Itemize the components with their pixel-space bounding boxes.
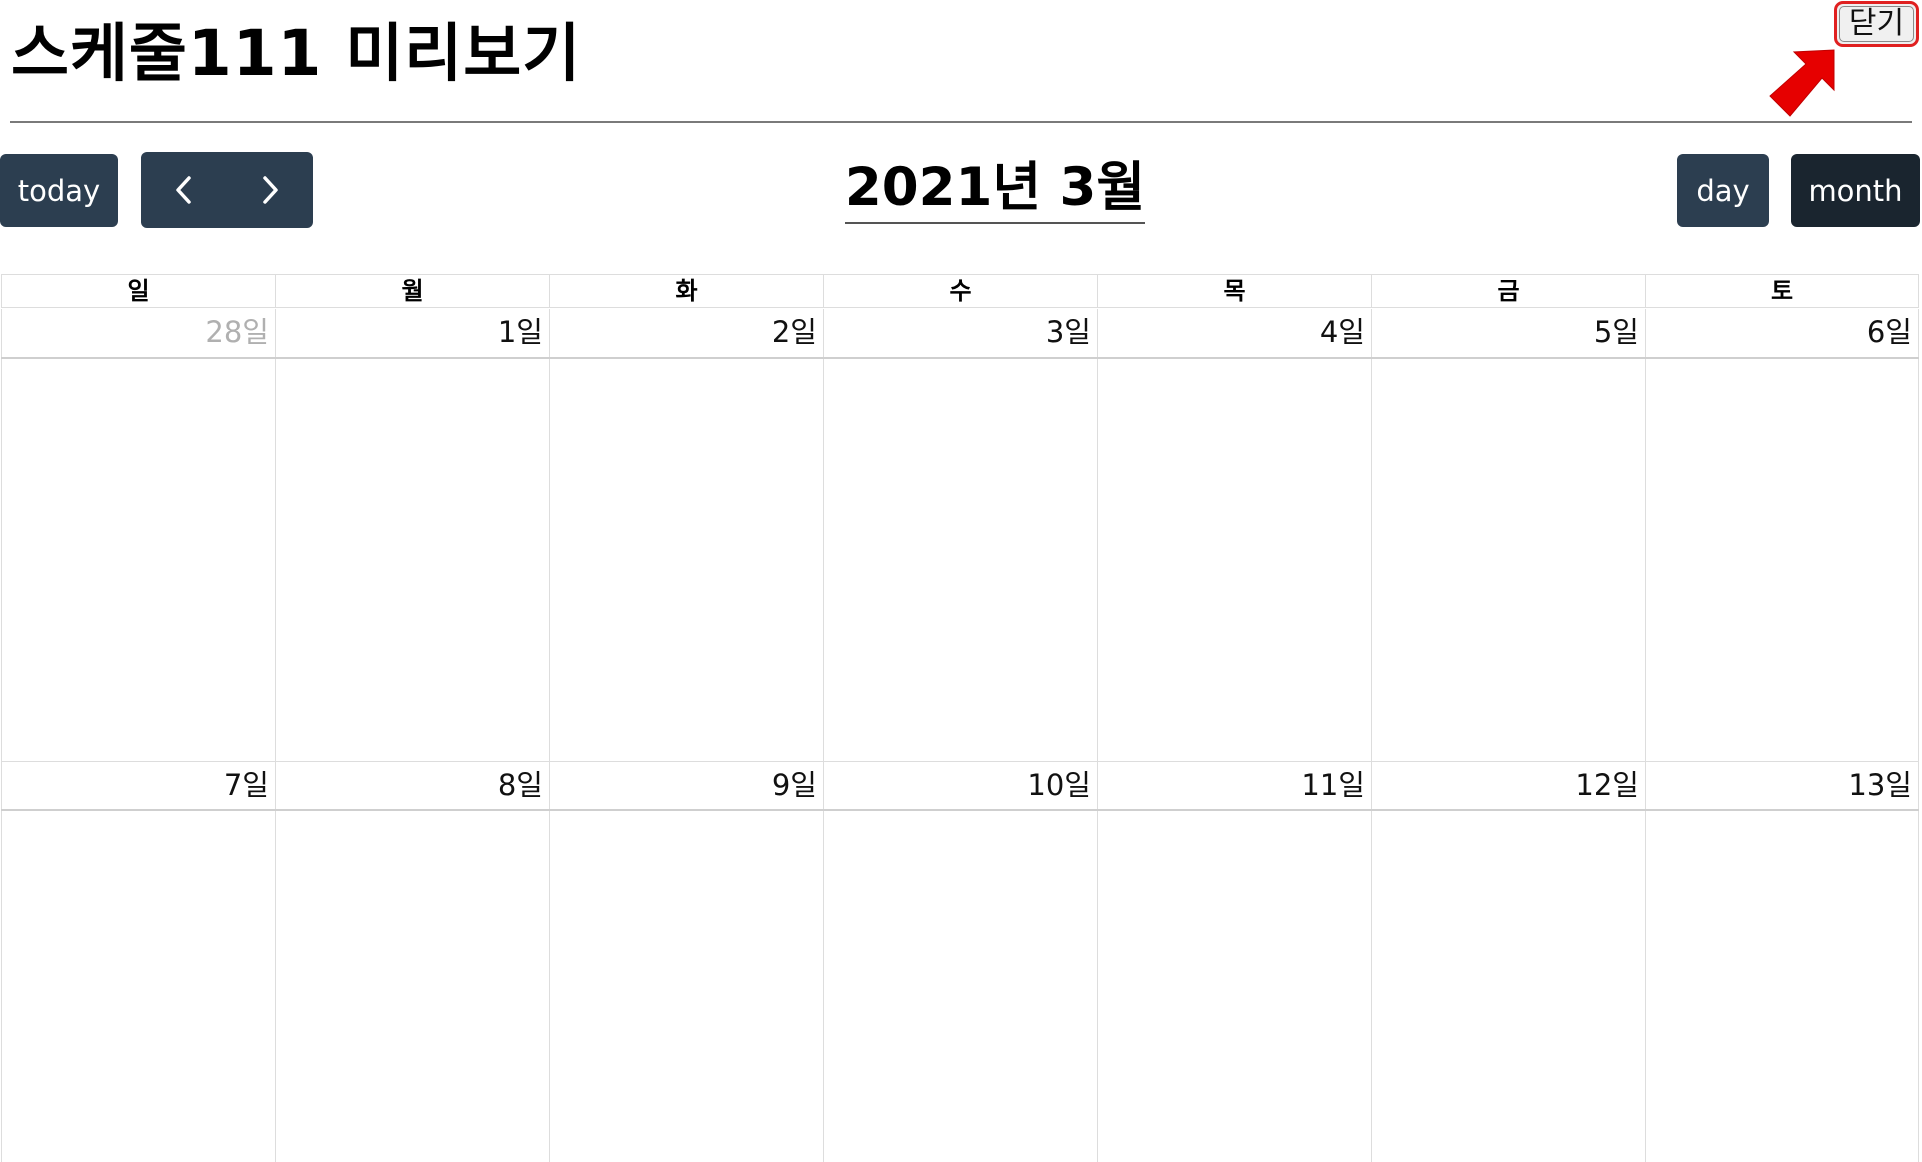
week-row-1: 28일 1일 2일 3일 4일 5일 6일: [1, 309, 1919, 761]
day-cell[interactable]: 8일: [275, 762, 549, 1162]
month-title-wrapper: 2021년 3월: [0, 158, 1922, 224]
calendar-grid: 일 월 화 수 목 금 토 28일 1일 2일 3일 4일 5일 6일 7일 8…: [1, 274, 1919, 1162]
day-cell[interactable]: 13일: [1645, 762, 1919, 1162]
day-number[interactable]: 5일: [1593, 315, 1639, 349]
red-arrow-annotation-icon: [1769, 49, 1835, 117]
day-cell[interactable]: 4일: [1097, 309, 1371, 761]
weekday-header-row: 일 월 화 수 목 금 토: [1, 275, 1919, 308]
day-cell[interactable]: 11일: [1097, 762, 1371, 1162]
day-cell[interactable]: 3일: [823, 309, 1097, 761]
day-number[interactable]: 1일: [497, 315, 543, 349]
day-number[interactable]: 10일: [1027, 768, 1091, 802]
weekday-header-sun: 일: [1, 275, 275, 307]
weekday-header-thu: 목: [1097, 275, 1371, 307]
day-cell[interactable]: 9일: [549, 762, 823, 1162]
day-number[interactable]: 8일: [497, 768, 543, 802]
day-number[interactable]: 11일: [1301, 768, 1365, 802]
month-view-button[interactable]: month: [1791, 154, 1920, 227]
weekday-header-tue: 화: [549, 275, 823, 307]
day-cell[interactable]: 1일: [275, 309, 549, 761]
day-number[interactable]: 28일: [205, 315, 269, 349]
weekday-header-sat: 토: [1645, 275, 1919, 307]
prev-next-button-group: [141, 152, 313, 228]
day-number[interactable]: 4일: [1319, 315, 1365, 349]
weekday-header-wed: 수: [823, 275, 1097, 307]
close-button-label[interactable]: 닫기: [1839, 6, 1914, 42]
day-cell[interactable]: 10일: [823, 762, 1097, 1162]
today-button[interactable]: today: [0, 154, 118, 227]
day-cell[interactable]: 7일: [1, 762, 275, 1162]
prev-button[interactable]: [141, 152, 227, 228]
day-number[interactable]: 13일: [1848, 768, 1912, 802]
chevron-left-icon: [176, 176, 191, 204]
day-cell[interactable]: 6일: [1645, 309, 1919, 761]
week-1-number-divider: [1, 357, 1919, 359]
chevron-right-icon: [263, 176, 278, 204]
day-number[interactable]: 9일: [771, 768, 817, 802]
week-row-2: 7일 8일 9일 10일 11일 12일 13일: [1, 761, 1919, 1162]
day-view-button[interactable]: day: [1677, 154, 1769, 227]
day-number[interactable]: 12일: [1575, 768, 1639, 802]
title-divider: [10, 121, 1912, 123]
weekday-header-fri: 금: [1371, 275, 1645, 307]
day-number[interactable]: 3일: [1045, 315, 1091, 349]
day-cell[interactable]: 28일: [1, 309, 275, 761]
day-number[interactable]: 7일: [223, 768, 269, 802]
next-button[interactable]: [227, 152, 313, 228]
page-title: 스케줄111 미리보기: [11, 17, 582, 90]
day-cell[interactable]: 5일: [1371, 309, 1645, 761]
month-title: 2021년 3월: [844, 158, 1146, 224]
week-2-number-divider: [1, 809, 1919, 811]
day-number[interactable]: 6일: [1866, 315, 1912, 349]
weekday-header-mon: 월: [275, 275, 549, 307]
day-number[interactable]: 2일: [771, 315, 817, 349]
day-cell[interactable]: 12일: [1371, 762, 1645, 1162]
day-cell[interactable]: 2일: [549, 309, 823, 761]
close-button[interactable]: 닫기: [1834, 1, 1919, 47]
